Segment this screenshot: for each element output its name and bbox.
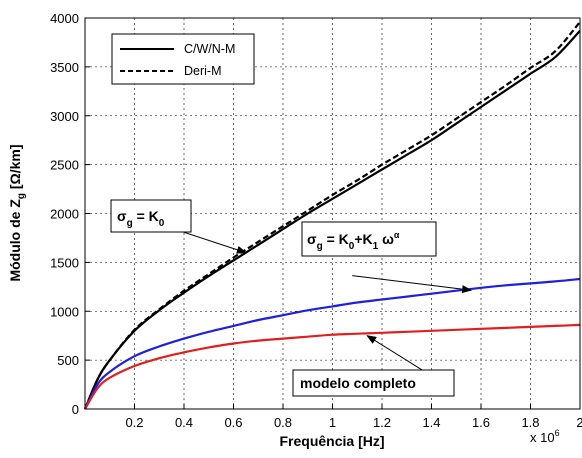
annot-box-modelo-completo (292, 369, 455, 397)
y-tick-label: 1000 (50, 304, 79, 319)
x-multiplier: x 106 (530, 428, 560, 445)
arrow-sigma-k0-k1 (352, 275, 473, 294)
x-tick-label: 2 (576, 415, 582, 430)
legend-box (111, 33, 255, 85)
y-tick-label: 4000 (50, 11, 79, 26)
y-tick-label: 1500 (50, 255, 79, 270)
series-line-modelo-completo (84, 323, 581, 410)
x-tick-label: 0.2 (125, 415, 143, 430)
x-tick-label: 0.6 (224, 415, 242, 430)
y-tick-label: 2500 (50, 158, 79, 173)
x-tick-label: 1.8 (521, 415, 539, 430)
arrow-modelo-completo (366, 335, 432, 377)
annot-box-sigma-k0-k1 (301, 221, 437, 257)
legend: C/W/N-M Deri-M (111, 33, 255, 85)
series-line-deri-m (83, 21, 581, 410)
y-tick-label: 3000 (50, 109, 79, 124)
y-axis-label: Módulo de Zg [Ω/km] (7, 144, 27, 281)
x-tick-label: 1.2 (373, 415, 391, 430)
y-tick-label: 3500 (50, 60, 79, 75)
x-tick-label: 1 (329, 415, 336, 430)
y-tick-label: 500 (57, 353, 79, 368)
annot-sigma-k0: σg = K0 (117, 208, 165, 229)
y-tick-label: 0 (72, 402, 79, 417)
x-tick-label: 1.4 (422, 415, 440, 430)
annot-box-sigma-k0 (110, 199, 192, 233)
legend-label-cwnm: C/W/N-M (184, 42, 235, 56)
x-tick-label: 0.8 (274, 415, 292, 430)
x-axis-label: Frequência [Hz] (279, 433, 384, 449)
x-tick-label: 1.6 (472, 415, 490, 430)
x-tick-label: 0.4 (175, 415, 193, 430)
ticks: 0.2 0.4 0.6 0.8 1 1.2 1.4 1.6 1.8 2 0 500 1000 1500 20… (50, 11, 582, 430)
annot-sigma-k0-k1: σg = K0+K1 ωα (307, 230, 400, 252)
annotations: σg = K0 σg = K0+K1 ωα modelo completo (110, 199, 473, 397)
series-line-sigma-k0-k1 (84, 277, 581, 410)
y-tick-label: 2000 (50, 207, 79, 222)
plot-frame (84, 17, 581, 410)
annot-modelo-completo: modelo completo (300, 375, 416, 391)
series-layer (83, 21, 581, 410)
legend-label-derim: Deri-M (184, 64, 222, 78)
